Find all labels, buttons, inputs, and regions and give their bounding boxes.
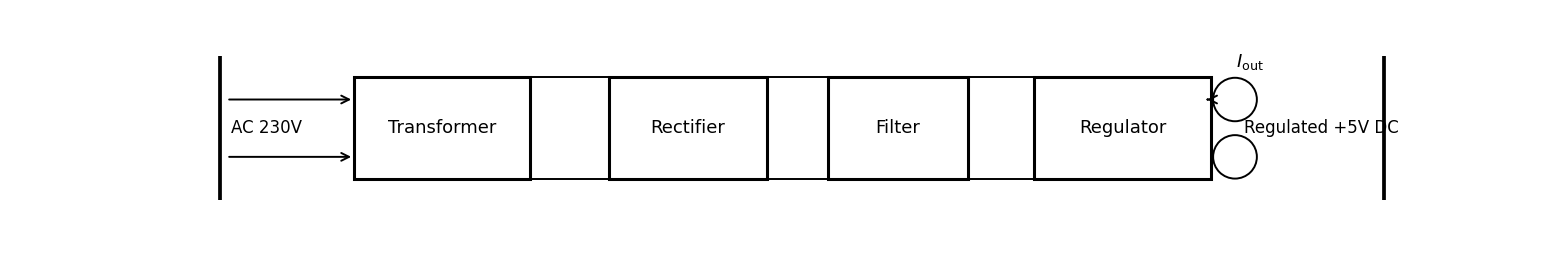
- Bar: [610, 77, 767, 179]
- Text: Filter: Filter: [875, 119, 920, 137]
- Bar: [354, 77, 530, 179]
- Text: Regulated +5V DC: Regulated +5V DC: [1243, 119, 1399, 137]
- Ellipse shape: [1214, 135, 1258, 178]
- Bar: [1035, 77, 1210, 179]
- Text: Rectifier: Rectifier: [651, 119, 726, 137]
- Text: Regulator: Regulator: [1079, 119, 1167, 137]
- Bar: [828, 77, 967, 179]
- Text: AC 230V: AC 230V: [230, 119, 303, 137]
- Text: Transformer: Transformer: [387, 119, 495, 137]
- Ellipse shape: [1214, 78, 1258, 121]
- Text: $\mathit{I}_{\mathrm{out}}$: $\mathit{I}_{\mathrm{out}}$: [1236, 52, 1264, 72]
